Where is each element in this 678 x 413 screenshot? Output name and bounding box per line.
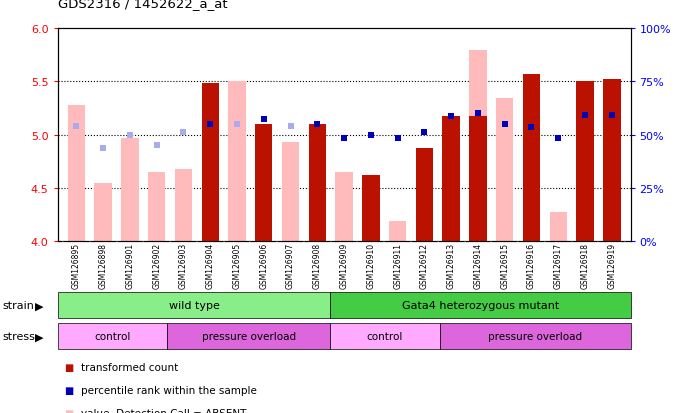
Bar bbox=[282, 143, 299, 242]
Text: ▶: ▶ bbox=[35, 332, 44, 342]
Text: transformed count: transformed count bbox=[81, 363, 178, 373]
Text: GDS2316 / 1452622_a_at: GDS2316 / 1452622_a_at bbox=[58, 0, 227, 10]
Text: wild type: wild type bbox=[169, 301, 220, 311]
Bar bbox=[362, 176, 380, 242]
Text: percentile rank within the sample: percentile rank within the sample bbox=[81, 385, 257, 395]
Text: ■: ■ bbox=[64, 408, 74, 413]
FancyBboxPatch shape bbox=[167, 324, 330, 349]
Text: GSM126905: GSM126905 bbox=[233, 242, 241, 289]
Text: GSM126904: GSM126904 bbox=[205, 242, 215, 289]
Text: GSM126909: GSM126909 bbox=[340, 242, 348, 289]
FancyBboxPatch shape bbox=[58, 292, 330, 319]
Text: Gata4 heterozygous mutant: Gata4 heterozygous mutant bbox=[402, 301, 559, 311]
Text: GSM126912: GSM126912 bbox=[420, 242, 429, 288]
Text: control: control bbox=[94, 332, 130, 342]
Bar bbox=[121, 138, 138, 242]
Bar bbox=[175, 169, 192, 242]
Text: GSM126910: GSM126910 bbox=[366, 242, 376, 289]
Text: GSM126898: GSM126898 bbox=[98, 242, 108, 288]
FancyBboxPatch shape bbox=[330, 292, 631, 319]
Text: GSM126914: GSM126914 bbox=[473, 242, 483, 289]
Bar bbox=[550, 213, 567, 242]
Text: ■: ■ bbox=[64, 385, 74, 395]
Text: GSM126901: GSM126901 bbox=[125, 242, 134, 289]
Text: GSM126913: GSM126913 bbox=[447, 242, 456, 289]
Text: ▶: ▶ bbox=[35, 301, 44, 311]
FancyBboxPatch shape bbox=[58, 324, 167, 349]
Text: value, Detection Call = ABSENT: value, Detection Call = ABSENT bbox=[81, 408, 247, 413]
Bar bbox=[469, 117, 487, 242]
Text: GSM126907: GSM126907 bbox=[286, 242, 295, 289]
Bar bbox=[255, 125, 273, 242]
Text: GSM126919: GSM126919 bbox=[607, 242, 616, 289]
Bar bbox=[496, 99, 513, 242]
Bar bbox=[148, 173, 165, 242]
Bar bbox=[416, 149, 433, 242]
Text: GSM126916: GSM126916 bbox=[527, 242, 536, 289]
Text: GSM126902: GSM126902 bbox=[152, 242, 161, 289]
Text: GSM126906: GSM126906 bbox=[259, 242, 268, 289]
FancyBboxPatch shape bbox=[330, 324, 439, 349]
Text: strain: strain bbox=[2, 301, 34, 311]
Bar bbox=[443, 117, 460, 242]
Bar bbox=[523, 75, 540, 242]
Bar bbox=[228, 82, 245, 242]
Text: GSM126911: GSM126911 bbox=[393, 242, 402, 288]
Bar bbox=[603, 80, 620, 242]
Bar bbox=[94, 183, 112, 242]
Text: GSM126895: GSM126895 bbox=[72, 242, 81, 289]
Bar bbox=[576, 82, 594, 242]
Text: pressure overload: pressure overload bbox=[201, 332, 296, 342]
Bar bbox=[201, 84, 219, 242]
Bar bbox=[389, 221, 406, 242]
Text: control: control bbox=[367, 332, 403, 342]
Text: ■: ■ bbox=[64, 363, 74, 373]
Bar bbox=[469, 51, 487, 242]
Text: pressure overload: pressure overload bbox=[488, 332, 582, 342]
Text: GSM126908: GSM126908 bbox=[313, 242, 322, 289]
Text: stress: stress bbox=[2, 332, 35, 342]
Bar bbox=[308, 125, 326, 242]
Text: GSM126903: GSM126903 bbox=[179, 242, 188, 289]
Text: GSM126915: GSM126915 bbox=[500, 242, 509, 289]
Bar bbox=[336, 173, 353, 242]
Text: GSM126918: GSM126918 bbox=[580, 242, 590, 288]
FancyBboxPatch shape bbox=[439, 324, 631, 349]
Bar bbox=[68, 105, 85, 242]
Text: GSM126917: GSM126917 bbox=[554, 242, 563, 289]
